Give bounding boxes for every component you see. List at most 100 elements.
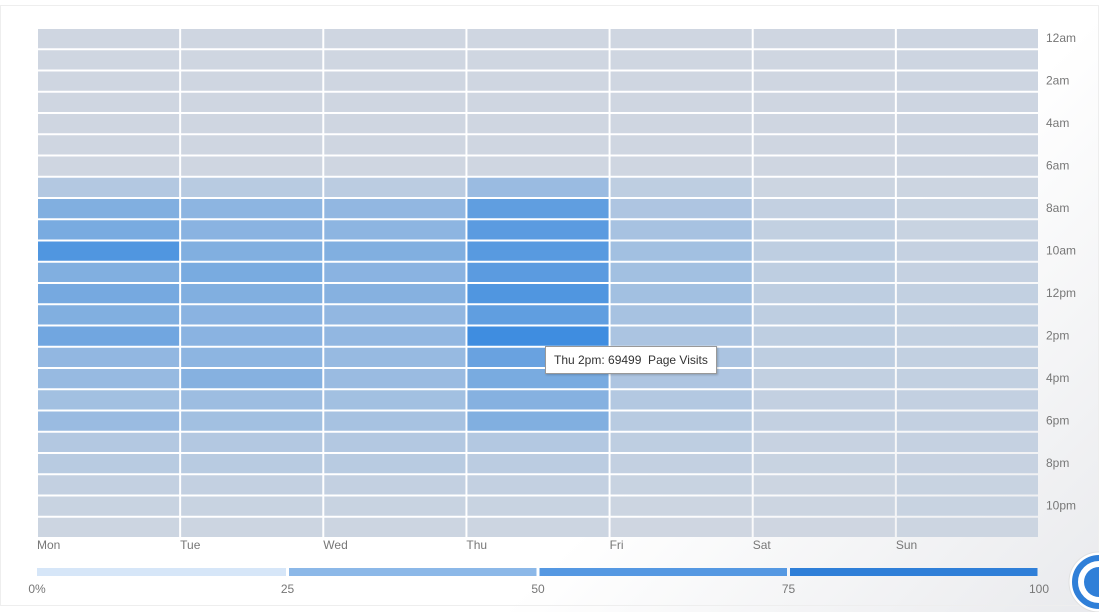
- heat-cell: [324, 199, 466, 219]
- heat-cell: [467, 517, 609, 537]
- heat-cell: [896, 71, 1038, 91]
- heat-cell: [753, 517, 895, 537]
- heat-cell: [38, 262, 180, 282]
- heat-cell: [753, 432, 895, 452]
- heat-cell: [181, 496, 323, 516]
- heat-cell: [324, 432, 466, 452]
- y-tick-label: 8am: [1046, 201, 1069, 215]
- heat-cell: [181, 50, 323, 70]
- heat-cell: [753, 390, 895, 410]
- heat-cell: [753, 220, 895, 240]
- heat-cell: [753, 411, 895, 431]
- heat-cell: [896, 241, 1038, 261]
- heat-cell: [467, 114, 609, 134]
- heat-cell: [467, 496, 609, 516]
- heat-cell: [896, 496, 1038, 516]
- y-tick-label: 2pm: [1046, 328, 1069, 342]
- heat-cell: [467, 262, 609, 282]
- heat-cell: [896, 92, 1038, 112]
- heat-cell: [896, 262, 1038, 282]
- heat-cell: [610, 114, 752, 134]
- heat-cell: [896, 475, 1038, 495]
- x-tick-label: Thu: [466, 538, 487, 552]
- heat-cell: [38, 496, 180, 516]
- legend-tick-label: 100: [1029, 582, 1049, 596]
- heat-cell: [181, 29, 323, 49]
- heat-cell: [38, 92, 180, 112]
- heat-cell: [181, 369, 323, 389]
- legend-tick-label: 75: [782, 582, 796, 596]
- heat-cell: [181, 305, 323, 325]
- heat-cell: [324, 305, 466, 325]
- heat-cell: [38, 241, 180, 261]
- heat-cell: [610, 454, 752, 474]
- heat-cell: [324, 177, 466, 197]
- heat-cell: [610, 71, 752, 91]
- heat-cell: [324, 411, 466, 431]
- heat-cell: [753, 284, 895, 304]
- heat-cell: [181, 71, 323, 91]
- heat-cell: [181, 432, 323, 452]
- heat-cell: [38, 454, 180, 474]
- heat-cell: [324, 326, 466, 346]
- heat-cell: [610, 241, 752, 261]
- heat-cell: [181, 390, 323, 410]
- fab-icon[interactable]: [1084, 567, 1099, 597]
- heat-cell: [896, 454, 1038, 474]
- heat-cell: [467, 92, 609, 112]
- heat-cell: [467, 305, 609, 325]
- heat-cell: [753, 135, 895, 155]
- x-tick-label: Sat: [753, 538, 772, 552]
- heat-cell: [181, 517, 323, 537]
- y-tick-label: 10pm: [1046, 498, 1076, 512]
- heat-cell: [896, 347, 1038, 367]
- heat-cell: [610, 135, 752, 155]
- heat-cell: [38, 71, 180, 91]
- heat-cell: [38, 432, 180, 452]
- heat-cell: [610, 50, 752, 70]
- heat-cell: [467, 411, 609, 431]
- heat-cell: [38, 135, 180, 155]
- tooltip: Thu 2pm: 69499 Page Visits: [545, 346, 717, 374]
- heat-cell: [181, 284, 323, 304]
- heat-cell: [467, 50, 609, 70]
- heat-cell: [753, 199, 895, 219]
- heat-cell: [324, 135, 466, 155]
- heat-cell: [38, 199, 180, 219]
- heat-cell: [610, 305, 752, 325]
- heat-cell: [181, 262, 323, 282]
- heat-cell: [896, 135, 1038, 155]
- heat-cell: [610, 517, 752, 537]
- heat-cell: [753, 92, 895, 112]
- heat-cell: [38, 177, 180, 197]
- heat-cell: [324, 29, 466, 49]
- heat-cell: [610, 432, 752, 452]
- heat-cell: [753, 71, 895, 91]
- heat-cell: [896, 284, 1038, 304]
- heat-cell: [753, 241, 895, 261]
- heat-cell: [324, 241, 466, 261]
- heat-cell: [181, 220, 323, 240]
- y-tick-label: 2am: [1046, 73, 1069, 87]
- heat-cell: [753, 114, 895, 134]
- heat-cell: [610, 199, 752, 219]
- heat-cell: [896, 369, 1038, 389]
- heat-cell: [38, 517, 180, 537]
- heat-cell: [38, 326, 180, 346]
- heat-cell: [896, 390, 1038, 410]
- heat-cell: [324, 156, 466, 176]
- x-tick-label: Fri: [610, 538, 624, 552]
- heat-cell: [181, 199, 323, 219]
- heat-cell: [753, 454, 895, 474]
- legend-tick-label: 0%: [28, 582, 46, 596]
- fab-ring[interactable]: [1072, 555, 1099, 609]
- x-tick-label: Wed: [323, 538, 347, 552]
- y-tick-label: 6am: [1046, 158, 1069, 172]
- heat-cell: [38, 411, 180, 431]
- heat-cell: [896, 220, 1038, 240]
- heat-cell: [896, 177, 1038, 197]
- heat-cell: [753, 50, 895, 70]
- heat-cell: [753, 305, 895, 325]
